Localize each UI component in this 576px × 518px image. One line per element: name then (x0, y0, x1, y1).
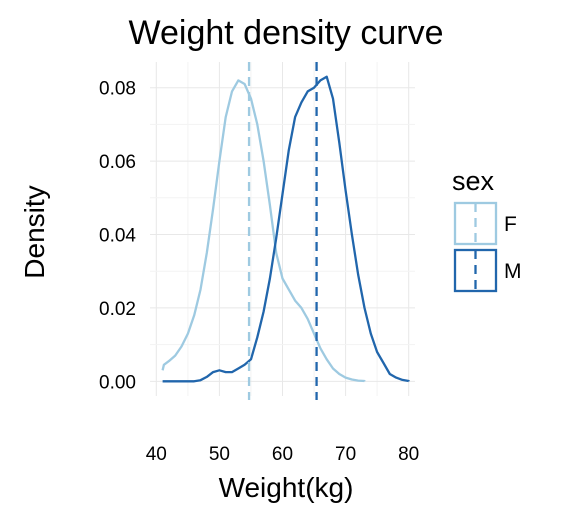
y-tick-label: 0.00 (99, 372, 136, 393)
x-tick-label: 80 (398, 444, 419, 465)
chart-title: Weight density curve (129, 14, 444, 52)
y-axis-ticks: 0.00 0.02 0.04 0.06 0.08 (99, 79, 136, 394)
y-tick-label: 0.04 (99, 226, 136, 247)
y-tick-label: 0.08 (99, 79, 136, 100)
legend-key-m (453, 248, 498, 293)
legend-title: sex (452, 166, 495, 196)
legend-key-f (453, 201, 498, 246)
y-tick-label: 0.02 (99, 299, 136, 320)
legend: sex F M (452, 166, 522, 293)
x-tick-label: 60 (272, 444, 293, 465)
density-curve-f (161, 79, 366, 383)
legend-label-m: M (504, 260, 522, 283)
x-axis-ticks: 40 50 60 70 80 (146, 444, 420, 465)
density-curves (161, 75, 410, 383)
mean-lines (247, 62, 318, 400)
x-tick-label: 40 (146, 444, 167, 465)
density-curve-m (162, 75, 410, 383)
x-tick-label: 70 (335, 444, 356, 465)
x-tick-label: 50 (209, 444, 230, 465)
x-axis-title: Weight(kg) (219, 472, 354, 503)
y-axis-title: Density (19, 185, 50, 278)
legend-label-f: F (504, 213, 517, 236)
grid (150, 62, 415, 396)
y-tick-label: 0.06 (99, 152, 136, 173)
